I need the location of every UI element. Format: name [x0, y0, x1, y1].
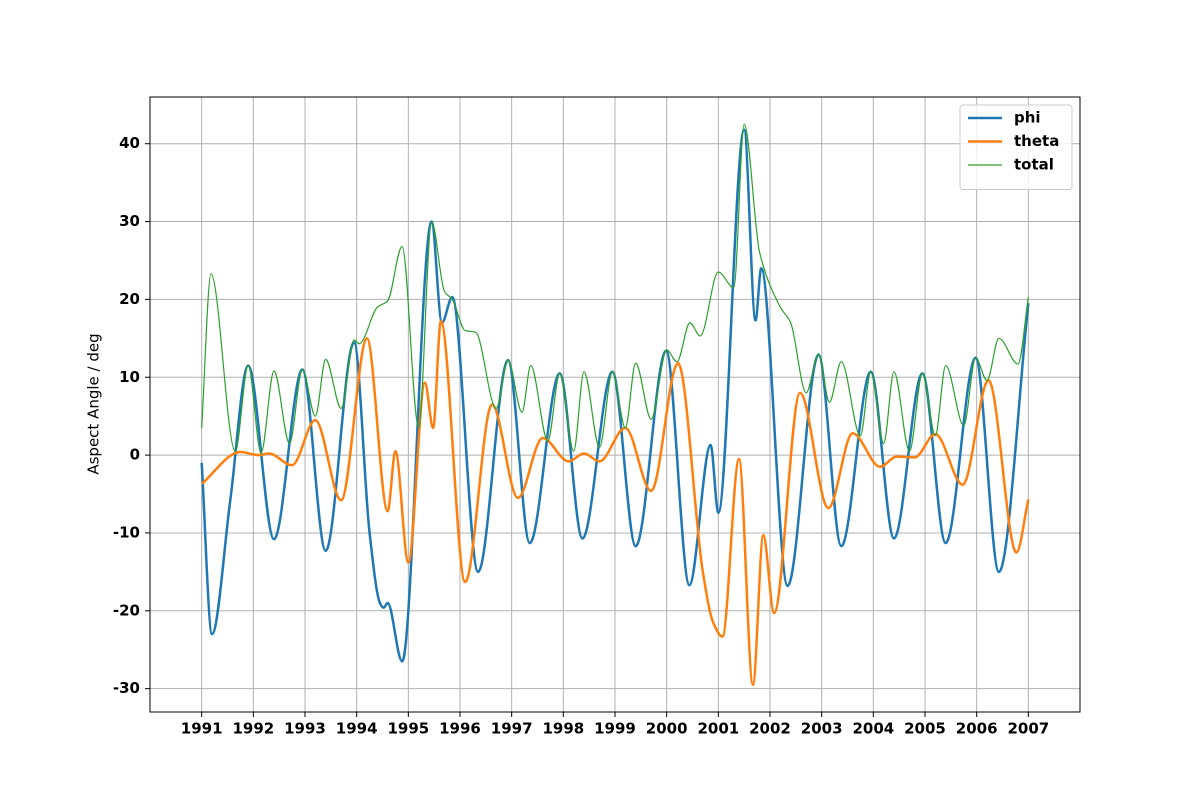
x-tick-label: 1996: [439, 720, 481, 738]
line-1: [200, 319, 1030, 687]
x-tick-label: 2003: [801, 720, 843, 738]
legend: phi theta total: [959, 104, 1073, 190]
y-tick-label: -30: [113, 679, 140, 697]
x-tick-label: 2000: [646, 720, 688, 738]
y-tick-label: -20: [113, 601, 140, 619]
y-tick-label: 30: [119, 212, 140, 230]
y-tick-label: 20: [119, 290, 140, 308]
legend-box: [959, 104, 1073, 190]
x-tick-label: 2002: [749, 720, 791, 738]
x-tick-label: 1993: [284, 720, 326, 738]
x-tick-label: 2001: [697, 720, 739, 738]
y-tick-label: 40: [119, 134, 140, 152]
x-tick-label: 2004: [852, 720, 894, 738]
plot-frame: [149, 96, 1081, 713]
y-tick-label: 0: [130, 446, 140, 464]
x-tick-label: 2005: [904, 720, 946, 738]
legend-label: theta: [1014, 132, 1059, 150]
y-axis-label: Aspect Angle / deg: [85, 333, 103, 474]
x-tick-label: 1992: [232, 720, 274, 738]
legend-label: total: [1014, 156, 1054, 174]
x-tick-label: 1994: [336, 720, 378, 738]
line-2: [201, 123, 1029, 454]
x-tick-label: 1991: [181, 720, 223, 738]
x-tick-label: 2006: [956, 720, 998, 738]
y-tick-label: -10: [113, 523, 140, 541]
legend-label: phi: [1014, 109, 1041, 127]
x-tick-label: 2007: [1007, 720, 1049, 738]
y-tick-label: 10: [119, 368, 140, 386]
x-tick-label: 1998: [542, 720, 584, 738]
x-tick-label: 1999: [594, 720, 636, 738]
x-tick-label: 1997: [491, 720, 533, 738]
x-tick-label: 1995: [387, 720, 429, 738]
